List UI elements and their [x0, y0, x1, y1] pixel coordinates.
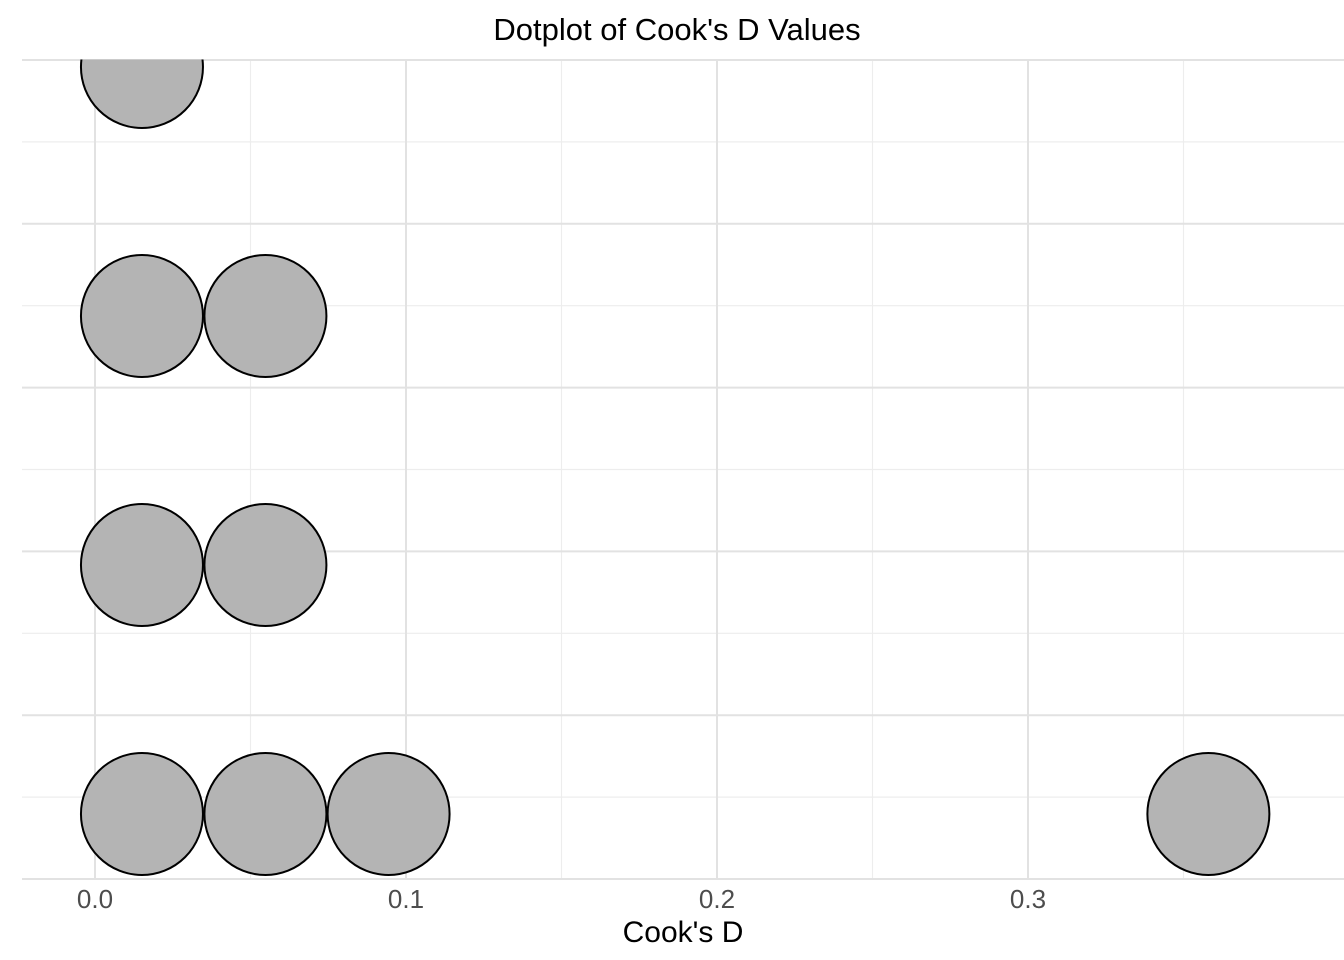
- x-tick-label: 0.2: [699, 884, 735, 914]
- x-tick-label: 0.0: [77, 884, 113, 914]
- x-tick-labels: 0.0 0.1 0.2 0.3: [77, 884, 1046, 914]
- gridlines-minor: [22, 60, 1344, 879]
- x-tick-label: 0.3: [1010, 884, 1046, 914]
- x-tick-label: 0.1: [388, 884, 424, 914]
- data-dot: [79, 503, 204, 627]
- data-dot: [203, 752, 328, 876]
- data-dot: [79, 752, 204, 876]
- data-dot: [1146, 752, 1271, 876]
- chart-title: Dotplot of Cook's D Values: [493, 12, 860, 47]
- gridlines-major: [22, 59, 1344, 880]
- data-dot: [79, 59, 204, 129]
- data-dot: [203, 503, 328, 627]
- dot-stacks: [79, 59, 1271, 876]
- data-dot: [203, 254, 328, 378]
- data-dot: [326, 752, 451, 876]
- data-dot: [79, 254, 204, 378]
- x-axis-title: Cook's D: [623, 916, 744, 949]
